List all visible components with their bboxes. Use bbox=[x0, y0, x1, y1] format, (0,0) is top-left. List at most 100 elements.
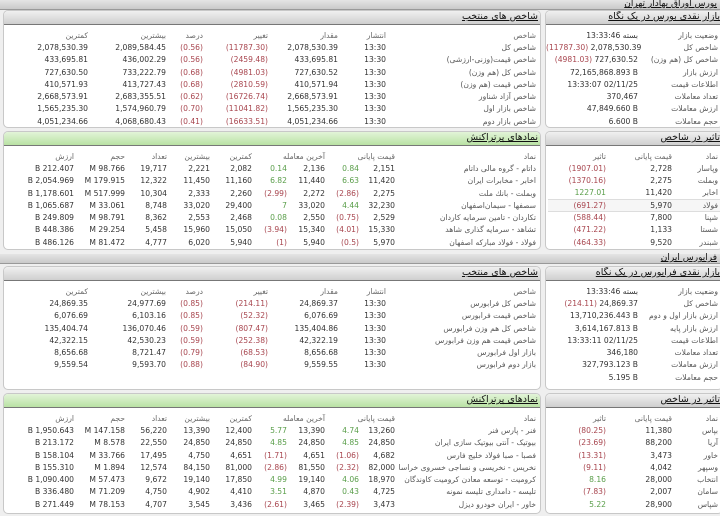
cell-value: 1,090.400 B bbox=[27, 475, 74, 485]
cell-value: 8,656.68 bbox=[54, 348, 88, 358]
farabourse-impact-panel: تاثیر در شاخص نماد قیمت پایانی تاثیر بپاس 11… bbox=[545, 393, 720, 514]
cell-value: 2,260 bbox=[230, 188, 252, 198]
cell-value: 2,078,530.39 bbox=[287, 42, 338, 52]
cell-value: 1,574,960.79 bbox=[115, 104, 166, 114]
cell-value: 82,000 bbox=[368, 462, 395, 472]
table-row[interactable]: تکاردان - تامین سرمایه کاردان 2,529 (0.75)… bbox=[6, 211, 540, 223]
table-row[interactable]: وپاسار 2,728 (1907.01) bbox=[548, 162, 720, 174]
cell-value: 2,728 bbox=[650, 163, 672, 173]
table-row[interactable]: آریا 88,200 (23.69) bbox=[548, 437, 720, 449]
cell-value: 98.791 M bbox=[89, 213, 125, 223]
cell-value: 15,960 bbox=[183, 225, 210, 235]
overview-value: 346,180 bbox=[546, 346, 642, 358]
cell-value: (0.59) bbox=[180, 335, 203, 345]
symbol-name: تلیسه - دامداری تلیسه نمونه bbox=[446, 487, 536, 497]
overview-value-text: 24,869.37 bbox=[599, 298, 638, 308]
overview-label: حجم معاملات bbox=[675, 372, 718, 382]
table-row[interactable]: شاخص قیمت (هم وزن) 13:30 410,571.94 (2810.5… bbox=[7, 78, 540, 90]
table-row[interactable]: وبملت - بانك ملت 2,275 (2.86) 2,272 (2.99) 2,… bbox=[6, 187, 540, 199]
cell-value: 9,672 bbox=[145, 475, 167, 485]
table-row[interactable]: بیوتیک - آنتی بیوتیک سازی ایران 24,850 4.8… bbox=[6, 437, 540, 449]
cell-value: 88,200 bbox=[645, 438, 672, 448]
column-header: تعداد bbox=[151, 413, 167, 423]
cell-value: 4,707 bbox=[145, 499, 167, 509]
bourse-trades-panel: نمادهای پرتراکنش نماد قیمت پایانی آخرین مع… bbox=[3, 131, 541, 250]
table-row[interactable]: خاور - ایران خودرو دیزل 3,473 (2.39) 3,465 (… bbox=[6, 498, 540, 510]
table-row[interactable]: بازار اول فرابورس 13:30 8,656.68 (68.53) (0.… bbox=[7, 346, 540, 358]
table-row[interactable]: بازار دوم فرابورس 13:30 9,559.55 (84.90) (0.… bbox=[7, 359, 540, 371]
overview-value-text: 6.600 B bbox=[608, 116, 638, 126]
cell-value: 4,902 bbox=[188, 487, 210, 497]
table-row[interactable]: شاخص قیمت هم وزن فرابورس 13:30 42,322.19 (2… bbox=[7, 334, 540, 346]
table-row[interactable]: سصفها - سیمان‌اصفهان 32,230 4.44 33,020 7 29,… bbox=[6, 199, 540, 211]
cell-value: 6,076.69 bbox=[54, 311, 88, 321]
symbol-name: شاخص قیمت فرابورس bbox=[461, 311, 536, 321]
cell-value: 1,133 bbox=[650, 225, 672, 235]
overview-value: (11787.30) 2,078,530.39 bbox=[546, 41, 642, 53]
header-row: نماد قیمت پایانی تاثیر bbox=[548, 412, 720, 424]
cell-value: 98.766 M bbox=[89, 163, 125, 173]
cell-value: (1370.16) bbox=[568, 176, 606, 186]
table-row[interactable]: شاخص کل (هم وزن) 13:30 727,630.52 (4981.03)… bbox=[7, 66, 540, 78]
cell-value: 81.472 M bbox=[89, 237, 125, 247]
table-row[interactable]: داتام - گروه مالی داتام 2,151 0.84 2,136 0.1… bbox=[6, 162, 540, 174]
symbol-name: خاور - ایران خودرو دیزل bbox=[458, 499, 536, 509]
table-row[interactable]: خاور 3,473 (13.31) bbox=[548, 449, 720, 461]
table-row[interactable]: وسپهر 4,042 (9.11) bbox=[548, 461, 720, 473]
symbol-name: بازار اول فرابورس bbox=[477, 348, 536, 358]
table-row[interactable]: انتخاب 28,000 8.16 bbox=[548, 473, 720, 485]
cell-value: 24,977.69 bbox=[127, 298, 166, 308]
cell-value: 22,550 bbox=[140, 438, 167, 448]
table-row[interactable]: اخابر - مخابرات ایران 11,420 6.63 11,440 6.8… bbox=[6, 175, 540, 187]
cell-value: 0.08 bbox=[270, 213, 287, 223]
overview-value-text: 5.195 B bbox=[608, 372, 638, 382]
cell-value: 1227.01 bbox=[574, 188, 606, 198]
farabourse-indices-panel: شاخص های منتخب شاخص انتشار مقدار تغییر درصد ب… bbox=[3, 266, 541, 390]
column-header: نماد bbox=[523, 413, 536, 423]
table-row[interactable]: وبملت 2,275 (1370.16) bbox=[548, 175, 720, 187]
cell-value: 2,553 bbox=[188, 213, 210, 223]
table-row[interactable]: شاخص قیمت فرابورس 13:30 6,076.69 (52.32) (0.… bbox=[7, 310, 540, 322]
cell-value: (16633.51) bbox=[225, 116, 268, 126]
symbol-name: سصفها - سیمان‌اصفهان bbox=[461, 200, 536, 210]
cell-value: 19,140 bbox=[183, 475, 210, 485]
table-row[interactable]: سامان 2,007 (7.83) bbox=[548, 486, 720, 498]
cell-value: 24,869.37 bbox=[299, 298, 338, 308]
cell-value: (16726.74) bbox=[225, 92, 268, 102]
table-row[interactable]: شاخص کل فرابورس 13:30 24,869.37 (214.11) (0.… bbox=[7, 297, 540, 309]
table-row[interactable]: تشاهد - سرمایه گذاری شاهد 15,330 (4.01) 15,… bbox=[6, 224, 540, 236]
table-row[interactable]: تلیسه - دامداری تلیسه نمونه 4,725 0.43 4,87… bbox=[6, 486, 540, 498]
column-header: بیشترین bbox=[140, 30, 166, 40]
cell-value: 71.209 M bbox=[89, 487, 125, 497]
table-row[interactable]: فصبا - صبا فولاد خلیج فارس 4,682 (1.06) 4,6… bbox=[6, 449, 540, 461]
cell-value: 4,051,234.66 bbox=[287, 116, 338, 126]
table-row[interactable]: شاخص بازار دوم 13:30 4,051,234.66 (16633.51… bbox=[7, 115, 540, 127]
table-row[interactable]: اخابر 11,420 1227.01 bbox=[548, 187, 720, 199]
cell-value: 410,571.93 bbox=[44, 79, 88, 89]
table-row[interactable]: شاخص قیمت(وزنی-ارزشی) 13:30 433,695.81 (245… bbox=[7, 54, 540, 66]
table-row[interactable]: شبندر 9,520 (464.33) bbox=[548, 236, 720, 248]
table-row[interactable]: شپنا 7,800 (588.44) bbox=[548, 211, 720, 223]
table-row[interactable]: نخریس - نخریسی و نساجی خسروی خراسان 82,00… bbox=[6, 461, 540, 473]
table-row[interactable]: شپاس 28,900 5.22 bbox=[548, 498, 720, 510]
table-row[interactable]: کرومیت - توسعه معادن کرومیت کاوندگان 18,9… bbox=[6, 473, 540, 485]
symbol-name: بازار دوم فرابورس bbox=[476, 360, 536, 370]
column-header: شاخص bbox=[513, 286, 536, 296]
bourse-trades-title: نمادهای پرتراکنش bbox=[466, 132, 538, 143]
table-row[interactable]: فنر - پارس فنر 13,260 4.74 13,390 5.77 12,400… bbox=[6, 424, 540, 436]
table-row[interactable]: شاخص آزاد شناور 13:30 2,668,573.91 (16726.7… bbox=[7, 90, 540, 102]
table-row[interactable]: فولاد - فولاد مبارکه اصفهان 5,970 (0.5) 5,9… bbox=[6, 236, 540, 248]
cell-value: 727,630.50 bbox=[44, 67, 88, 77]
table-row[interactable]: شاخص کل هم وزن فرابورس 13:30 135,404.86 (80… bbox=[7, 322, 540, 334]
cell-value: 18,970 bbox=[368, 475, 395, 485]
cell-value: 33.766 M bbox=[89, 450, 125, 460]
table-row[interactable]: شاخص کل 13:30 2,078,530.39 (11787.30) (0.56)… bbox=[7, 41, 540, 53]
table-row[interactable]: بپاس 11,380 (80.25) bbox=[548, 424, 720, 436]
table-row[interactable]: فولاد 5,970 (691.27) bbox=[548, 198, 720, 212]
cell-value: 17,850 bbox=[225, 475, 252, 485]
table-row[interactable]: شستا 1,133 (471.22) bbox=[548, 224, 720, 236]
header-row: نماد قیمت پایانی آخرین معامله کمترین بیشترین… bbox=[6, 412, 540, 424]
cell-value: 135,404.86 bbox=[294, 323, 338, 333]
symbol-name: سامان bbox=[697, 487, 718, 497]
table-row[interactable]: شاخص بازار اول 13:30 1,565,235.30 (11041.82… bbox=[7, 103, 540, 115]
